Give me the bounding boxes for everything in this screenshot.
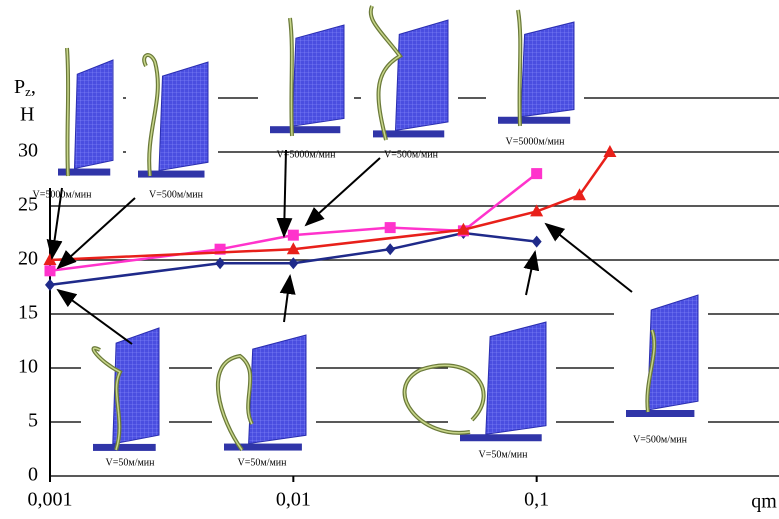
workpiece-mesh [75,60,114,169]
thumbnail: V=50м/мин [81,324,169,468]
y-tick-label: 30 [18,140,38,162]
chip-highlight [67,48,68,176]
thumbnail: V=50м/мин [405,318,556,460]
thumbnail: V=5000м/мин [258,18,354,160]
y-tick-label: 0 [28,464,38,486]
x-tick-label: 0,001 [28,489,73,511]
point [603,145,616,157]
point [45,279,55,291]
point [532,236,542,248]
point [385,222,396,233]
speed-label: V=500м/мин [149,189,204,200]
thumbnail: V=500м/мин [614,291,708,445]
speed-label: V=500м/мин [384,149,439,160]
arrow [284,150,286,236]
speed-label: V=50м/мин [479,449,529,460]
point [531,168,542,179]
speed-label: V=50м/мин [106,457,156,468]
point [45,265,56,276]
workpiece-mesh [249,335,306,444]
x-tick-label: 0,01 [276,489,311,511]
tool-base [626,410,694,417]
y-tick-label: 5 [28,410,38,432]
thumbnail: V=50м/мин [212,331,316,468]
arrow [546,224,632,292]
arrow [306,158,380,225]
x-axis-label: qm [751,491,777,513]
speed-label: V=5000м/мин [506,136,566,147]
workpiece-mesh [292,25,344,126]
y-axis-label: Pz, [14,76,36,99]
speed-label: V=500м/мин [633,434,688,445]
thumbnails: V=5000м/мин V=500м/мин V=5000м/мин V=500м/м… [33,6,709,468]
arrow [284,276,290,322]
thumbnail: V=5000м/мин [486,10,584,147]
y-axis-unit: H [20,104,34,126]
tool-base [224,444,302,451]
y-tick-label: 15 [18,302,38,324]
y-tick-label: 10 [18,356,38,378]
point [215,257,225,269]
point [288,230,299,241]
point [288,257,298,269]
tool-base [270,126,340,133]
workpiece-mesh [159,62,208,171]
workpiece-mesh [396,20,449,130]
chart: 0510152025300,0010,010,1 V=5000м/минV=50… [0,0,779,519]
x-tick-label: 0,1 [524,489,549,511]
thumbnail: V=500м/мин [361,6,458,160]
thumbnail: V=500м/мин [126,55,218,200]
workpiece-mesh [486,322,546,434]
y-tick-label: 20 [18,248,38,270]
point [385,243,395,255]
tool-base [498,117,570,124]
tool-base [460,434,542,441]
speed-label: V=50м/мин [238,457,288,468]
arrow [526,252,535,295]
workpiece-mesh [521,22,574,117]
thumbnail: V=5000м/мин [33,48,124,200]
tool-base [93,444,156,451]
